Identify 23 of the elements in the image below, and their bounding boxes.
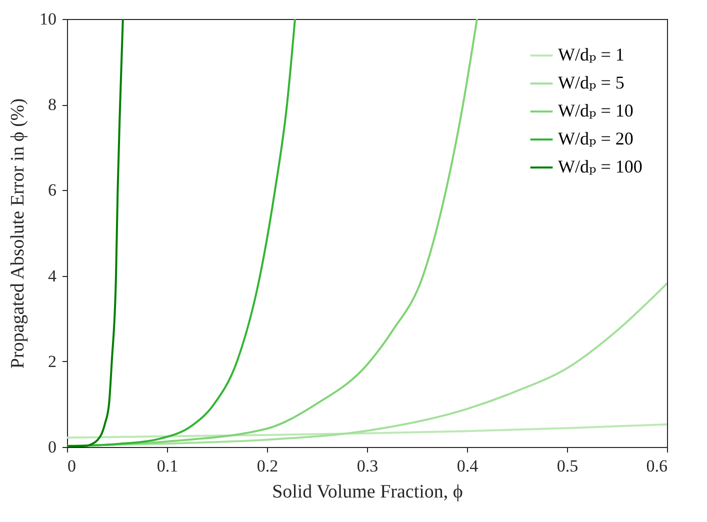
y-tick-label: 10 [40,10,56,28]
legend-label: W/dₚ = 100 [558,156,642,176]
legend-label: W/dₚ = 5 [558,72,624,92]
y-axis-title: Propagated Absolute Error in ϕ (%) [8,98,28,369]
x-tick-label: 0.1 [156,456,178,476]
x-axis-title: Solid Volume Fraction, ϕ [272,482,463,502]
y-tick-label: 0 [48,438,56,456]
x-tick-label: 0.6 [646,456,668,476]
legend-label: W/dₚ = 1 [558,44,624,64]
y-tick-label: 4 [48,266,57,286]
line-series [67,282,667,447]
line-series [67,423,667,439]
y-tick-label: 8 [48,95,56,114]
y-tick-label: 6 [48,180,56,200]
x-tick-label: 0.4 [456,456,479,476]
x-tick-label: 0.2 [256,456,278,476]
x-tick-label: 0.3 [356,456,378,476]
legend-label: W/dₚ = 20 [558,128,634,148]
y-tick-label: 2 [48,352,56,371]
x-tick-label: 0.5 [556,456,578,476]
legend-label: W/dₚ = 10 [558,100,634,120]
x-tick-label: 0 [68,456,76,476]
line-series [67,19,124,447]
